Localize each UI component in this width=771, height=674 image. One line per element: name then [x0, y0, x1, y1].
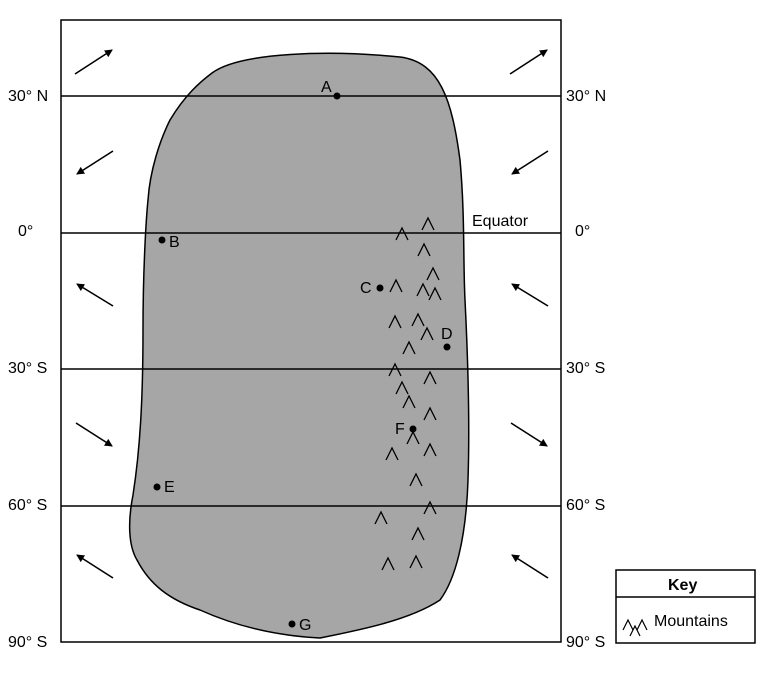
lat-label-right-0: 0°: [575, 223, 590, 240]
mountain-icon: [385, 446, 399, 461]
lat-label-left-30s: 30° S: [8, 360, 47, 377]
point-b-label: B: [169, 234, 180, 251]
wind-arrow-icon: [511, 283, 549, 307]
wind-arrow-icon: [76, 150, 114, 175]
wind-arrows: [74, 49, 549, 579]
mountain-icon: [423, 500, 437, 515]
key-mountains-label: Mountains: [654, 613, 728, 630]
point-c-label: C: [360, 280, 372, 297]
point-a-dot: [333, 92, 341, 100]
equator-label: Equator: [472, 213, 529, 230]
point-b-dot: [158, 236, 166, 244]
wind-arrow-icon: [75, 422, 113, 447]
key-frame: [615, 569, 756, 644]
lat-label-left-0: 0°: [18, 223, 33, 240]
mountain-icon: [374, 510, 388, 525]
mountain-icon: [409, 554, 423, 569]
wind-arrow-icon: [74, 49, 113, 75]
mountain-icon: [428, 286, 442, 301]
mountain-icon: [395, 226, 409, 241]
point-d-label: D: [441, 326, 453, 343]
mountain-icon: [420, 326, 434, 341]
mountain-icon: [402, 340, 416, 355]
lat-label-right-90s: 90° S: [566, 634, 605, 651]
point-a-label: A: [321, 79, 332, 96]
point-f-dot: [409, 425, 417, 433]
key-title: Key: [668, 577, 697, 594]
mountain-icon: [423, 406, 437, 421]
point-e-dot: [153, 483, 161, 491]
lat-label-left-90s: 90° S: [8, 634, 47, 651]
mountain-icon: [409, 472, 423, 487]
lat-label-left-60s: 60° S: [8, 497, 47, 514]
wind-arrow-icon: [511, 150, 549, 175]
lat-label-right-60s: 60° S: [566, 497, 605, 514]
mountain-icon: [395, 380, 409, 395]
key-mountains-icon: [622, 618, 648, 637]
mountain-icon: [402, 394, 416, 409]
wind-arrow-icon: [509, 49, 548, 75]
mountain-icon: [423, 442, 437, 457]
continent: [128, 52, 470, 639]
mountain-icon: [389, 278, 403, 293]
map-key: Key Mountains: [615, 569, 756, 644]
mountain-icon: [416, 282, 430, 297]
point-g-label: G: [299, 617, 311, 634]
mountain-icon: [381, 556, 395, 571]
lat-label-right-30n: 30° N: [566, 88, 606, 105]
mountain-icon: [421, 216, 435, 231]
mountain-icon: [411, 526, 425, 541]
mountain-range: [374, 216, 442, 571]
lat-label-left-30n: 30° N: [8, 88, 48, 105]
mountain-icon: [388, 314, 402, 329]
mountain-icon: [423, 370, 437, 385]
mountain-icon: [411, 312, 425, 327]
mountain-icon: [426, 266, 440, 281]
point-e-label: E: [164, 479, 175, 496]
point-f-label: F: [395, 421, 405, 438]
point-d-dot: [443, 343, 451, 351]
lat-label-right-30s: 30° S: [566, 360, 605, 377]
point-g-dot: [288, 620, 296, 628]
wind-arrow-icon: [510, 422, 548, 447]
mountain-icon: [388, 362, 402, 377]
mountain-icon: [417, 242, 431, 257]
wind-arrow-icon: [76, 554, 114, 579]
wind-arrow-icon: [76, 283, 114, 307]
wind-arrow-icon: [511, 554, 549, 579]
point-c-dot: [376, 284, 384, 292]
